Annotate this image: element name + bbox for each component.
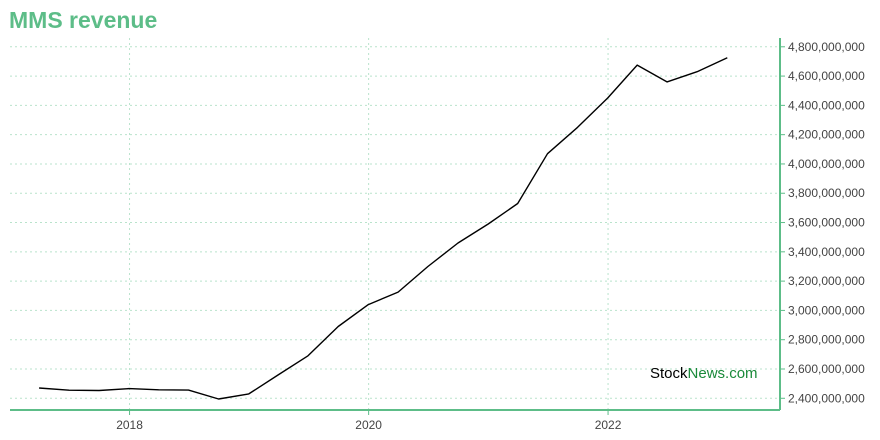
y-tick-label: 3,400,000,000: [788, 245, 865, 259]
chart-title: MMS revenue: [9, 7, 158, 33]
y-tick-label: 4,600,000,000: [788, 69, 865, 83]
y-tick-label: 2,600,000,000: [788, 362, 865, 376]
tick-labels: 2,400,000,000 2,600,000,000 2,800,000,000 3…: [116, 40, 865, 432]
axes: [10, 38, 785, 415]
y-tick-label: 3,800,000,000: [788, 186, 865, 200]
watermark-news: News: [687, 365, 726, 382]
x-tick-label: 2020: [355, 418, 382, 432]
y-tick-label: 2,400,000,000: [788, 391, 865, 405]
y-tick-label: 3,200,000,000: [788, 274, 865, 288]
watermark-dotcom: .com: [725, 365, 758, 382]
y-tick-label: 4,400,000,000: [788, 98, 865, 112]
y-tick-label: 3,600,000,000: [788, 216, 865, 230]
grid: [10, 38, 780, 410]
x-tick-label: 2022: [595, 418, 622, 432]
revenue-series-line: [39, 57, 728, 400]
watermark-logo: StockNews.com: [650, 365, 758, 382]
y-tick-label: 4,000,000,000: [788, 157, 865, 171]
x-tick-label: 2018: [116, 418, 143, 432]
y-tick-label: 4,800,000,000: [788, 40, 865, 54]
y-tick-label: 4,200,000,000: [788, 128, 865, 142]
y-tick-label: 3,000,000,000: [788, 303, 865, 317]
watermark-stock: Stock: [650, 365, 688, 382]
y-tick-label: 2,800,000,000: [788, 333, 865, 347]
series-layer: [39, 57, 728, 400]
